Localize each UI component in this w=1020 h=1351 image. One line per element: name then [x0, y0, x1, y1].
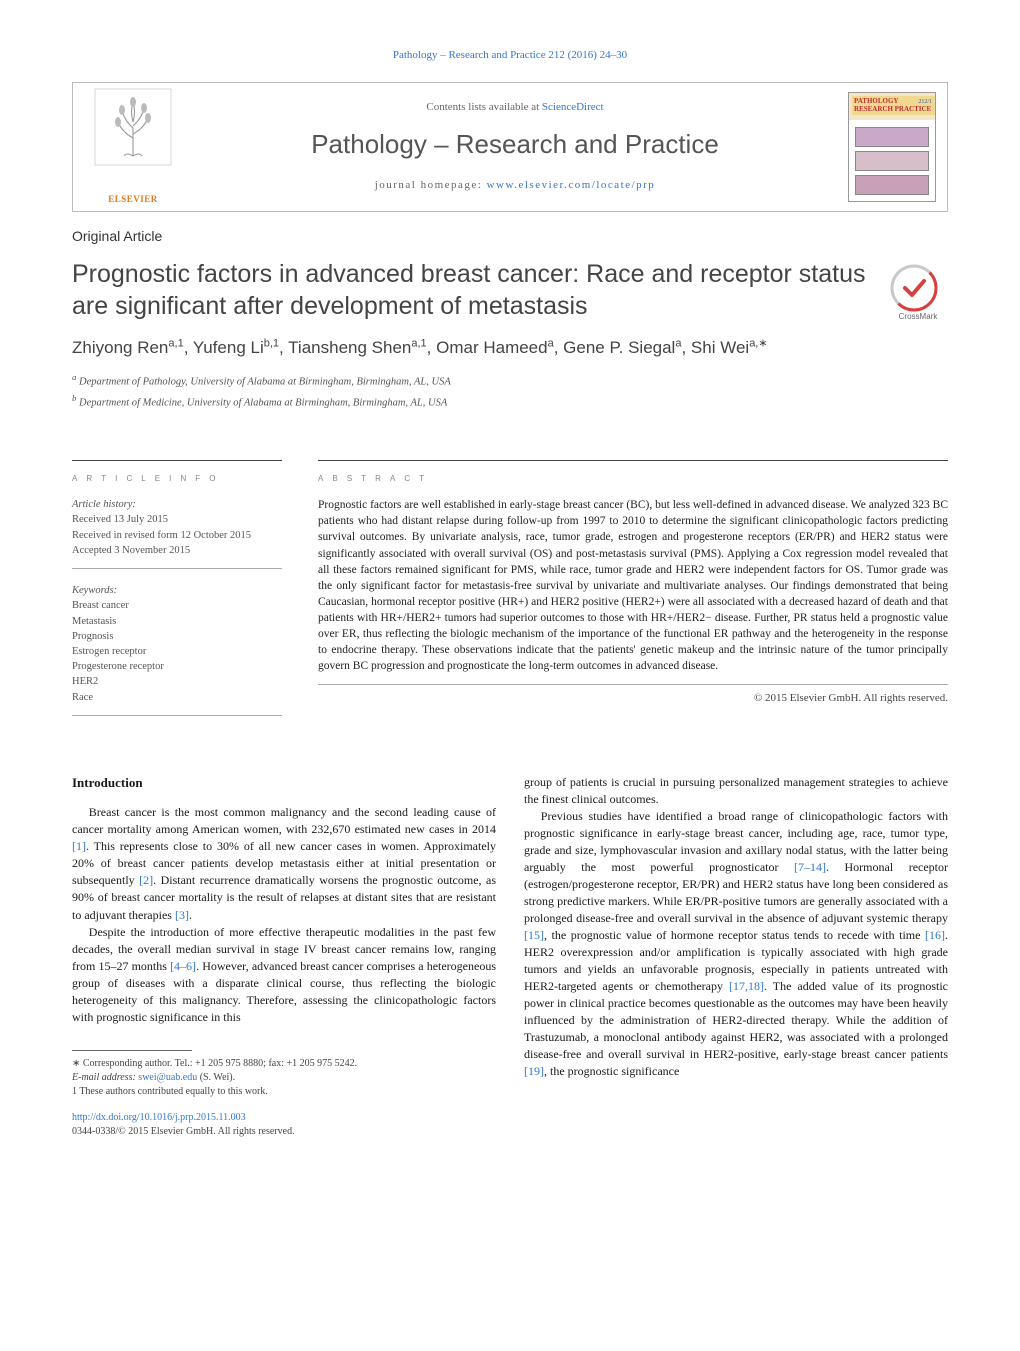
doi-block: http://dx.doi.org/10.1016/j.prp.2015.11.… — [72, 1111, 496, 1139]
issn-copyright-line: 0344-0338/© 2015 Elsevier GmbH. All righ… — [72, 1126, 295, 1137]
citation-link[interactable]: [15] — [524, 928, 544, 942]
article-type: Original Article — [72, 226, 948, 246]
body-text: , the prognostic value of hormone recept… — [544, 928, 925, 942]
email-label: E-mail address: — [72, 1072, 138, 1083]
publisher-name: ELSEVIER — [94, 193, 172, 206]
keywords-block: Keywords: Breast cancer Metastasis Progn… — [72, 583, 282, 716]
publisher-logo-cell: ELSEVIER — [73, 83, 193, 211]
header-center: Contents lists available at ScienceDirec… — [193, 83, 837, 211]
article-history: Article history: Received 13 July 2015 R… — [72, 497, 282, 569]
author: Zhiyong Ren — [72, 338, 168, 357]
equal-contribution-note: 1 These authors contributed equally to t… — [72, 1085, 496, 1099]
keyword: Estrogen receptor — [72, 644, 282, 659]
citation-link[interactable]: [17,18] — [729, 979, 764, 993]
abstract-text: Prognostic factors are well established … — [318, 497, 948, 685]
keyword: Progesterone receptor — [72, 659, 282, 674]
body-paragraph: Previous studies have identified a broad… — [524, 808, 948, 1081]
journal-cover-thumb: PATHOLOGY RESEARCH PRACTICE 212/1 — [848, 92, 936, 202]
author-aff: a,1 — [168, 338, 183, 350]
author-aff: a — [548, 338, 554, 350]
history-label: Article history: — [72, 497, 282, 512]
abstract-copyright: © 2015 Elsevier GmbH. All rights reserve… — [318, 691, 948, 707]
body-paragraph: Breast cancer is the most common maligna… — [72, 804, 496, 923]
cover-fig-thumb — [855, 175, 929, 195]
keyword: Metastasis — [72, 614, 282, 629]
journal-homepage-link[interactable]: www.elsevier.com/locate/prp — [487, 179, 656, 191]
author: Tiansheng Shen — [288, 338, 411, 357]
author-aff: a,∗ — [749, 338, 767, 350]
citation-link[interactable]: [3] — [175, 908, 189, 922]
journal-homepage-line: journal homepage: www.elsevier.com/locat… — [375, 178, 656, 194]
author-aff: a,1 — [411, 338, 426, 350]
cover-fig-thumb — [855, 127, 929, 147]
authors-line: Zhiyong Rena,1, Yufeng Lib,1, Tiansheng … — [72, 336, 948, 361]
corresponding-email-link[interactable]: swei@uab.edu — [138, 1072, 197, 1083]
cover-fig-thumb — [855, 151, 929, 171]
article-info-column: a r t i c l e i n f o Article history: R… — [72, 460, 282, 730]
citation-link[interactable]: [4–6] — [170, 959, 196, 973]
elsevier-tree-logo — [94, 88, 172, 183]
journal-header: ELSEVIER Contents lists available at Sci… — [72, 82, 948, 212]
keyword: Breast cancer — [72, 598, 282, 613]
svg-text:CrossMark: CrossMark — [899, 312, 939, 321]
article-title: Prognostic factors in advanced breast ca… — [72, 258, 874, 322]
journal-cover-cell: PATHOLOGY RESEARCH PRACTICE 212/1 — [837, 83, 947, 211]
footnotes: ∗ Corresponding author. Tel.: +1 205 975… — [72, 1057, 496, 1099]
revised-date: Received in revised form 12 October 2015 — [72, 528, 282, 543]
email-name: (S. Wei). — [197, 1072, 235, 1083]
cover-issue: 212/1 — [918, 98, 932, 107]
citation-link[interactable]: [2] — [139, 873, 153, 887]
sciencedirect-link[interactable]: ScienceDirect — [542, 101, 604, 113]
body-paragraph: group of patients is crucial in pursuing… — [524, 774, 948, 808]
citation-link[interactable]: [1] — [72, 839, 86, 853]
homepage-prefix: journal homepage: — [375, 179, 487, 191]
author: Yufeng Li — [193, 338, 264, 357]
aff-text: Department of Pathology, University of A… — [79, 376, 451, 387]
body-text: , the prognostic significance — [544, 1064, 679, 1078]
abstract-heading: a b s t r a c t — [318, 460, 948, 487]
doi-link[interactable]: http://dx.doi.org/10.1016/j.prp.2015.11.… — [72, 1112, 246, 1123]
author: Omar Hameed — [436, 338, 547, 357]
crossmark-badge[interactable]: CrossMark — [888, 262, 948, 322]
body-right-column: group of patients is crucial in pursuing… — [524, 774, 948, 1139]
aff-key: a — [72, 372, 76, 382]
corresponding-author-note: ∗ Corresponding author. Tel.: +1 205 975… — [72, 1057, 496, 1071]
aff-text: Department of Medicine, University of Al… — [79, 397, 447, 408]
keyword: HER2 — [72, 674, 282, 689]
article-info-heading: a r t i c l e i n f o — [72, 460, 282, 487]
section-heading-introduction: Introduction — [72, 774, 496, 792]
aff-key: b — [72, 393, 76, 403]
abstract-column: a b s t r a c t Prognostic factors are w… — [318, 460, 948, 730]
footnotes-rule — [72, 1050, 192, 1051]
body-left-column: Introduction Breast cancer is the most c… — [72, 774, 496, 1139]
journal-name: Pathology – Research and Practice — [311, 126, 719, 164]
keywords-label: Keywords: — [72, 583, 282, 598]
keyword: Race — [72, 690, 282, 705]
received-date: Received 13 July 2015 — [72, 512, 282, 527]
author-aff: b,1 — [264, 338, 279, 350]
author-aff: a — [675, 338, 681, 350]
body-paragraph: Despite the introduction of more effecti… — [72, 924, 496, 1026]
running-head: Pathology – Research and Practice 212 (2… — [72, 48, 948, 64]
accepted-date: Accepted 3 November 2015 — [72, 543, 282, 558]
keyword: Prognosis — [72, 629, 282, 644]
author: Shi Wei — [691, 338, 749, 357]
body-text: Breast cancer is the most common maligna… — [72, 805, 496, 836]
citation-link[interactable]: [7–14] — [794, 860, 826, 874]
contents-available-line: Contents lists available at ScienceDirec… — [426, 100, 603, 116]
affiliations: a Department of Pathology, University of… — [72, 371, 948, 410]
citation-link[interactable]: [19] — [524, 1064, 544, 1078]
author: Gene P. Siegal — [563, 338, 675, 357]
body-text: . — [189, 908, 192, 922]
citation-link[interactable]: [16] — [925, 928, 945, 942]
contents-prefix: Contents lists available at — [426, 101, 541, 113]
